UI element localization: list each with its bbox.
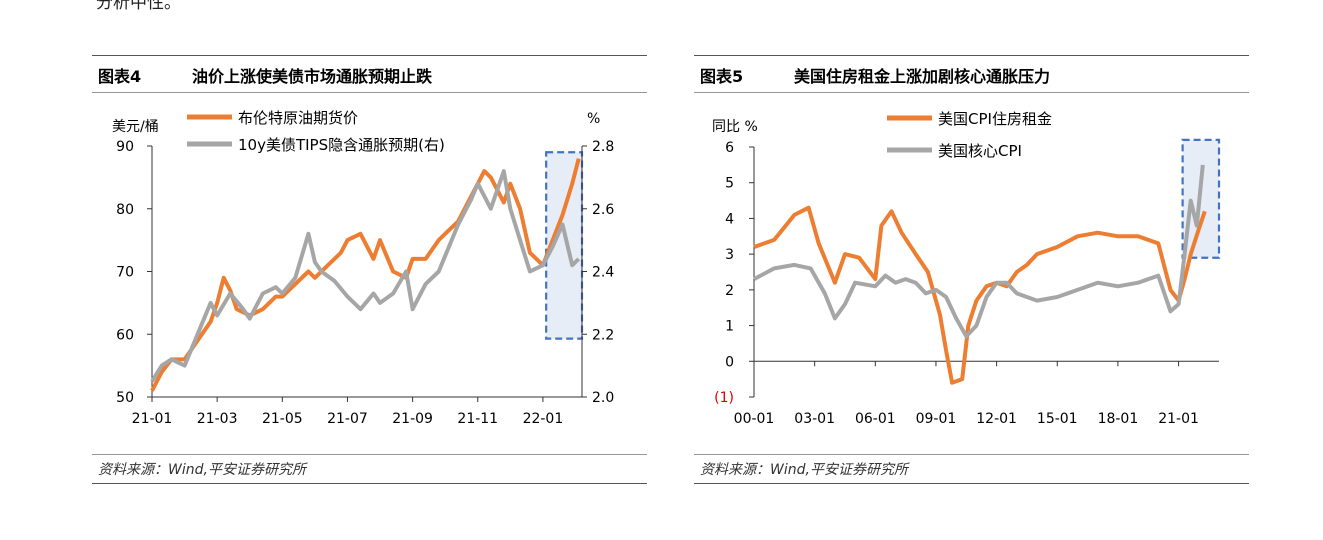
figure-number: 图表5 xyxy=(700,67,744,86)
x-tick-label: 22-01 xyxy=(523,411,564,427)
figure-header: 图表5 美国住房租金上涨加剧核心通胀压力 xyxy=(694,55,1249,93)
x-tick-label: 21-01 xyxy=(132,411,173,427)
figure-title: 美国住房租金上涨加剧核心通胀压力 xyxy=(794,67,1051,86)
y-left-tick-label: 50 xyxy=(116,390,134,406)
series-line-1 xyxy=(753,164,1205,339)
y-tick-label: 2 xyxy=(725,283,734,299)
rent-vs-core-cpi-chart: (1) 0 1 2 3 4 5 6 00-01 03-01 06-01 09-01 12-01 15-01… xyxy=(712,110,1221,427)
x-tick-label: 21-05 xyxy=(262,411,303,427)
y-tick-label: 0 xyxy=(725,354,734,370)
legend-label: 10y美债TIPS隐含通胀预期(右) xyxy=(238,136,445,154)
y-left-tick-label: 70 xyxy=(116,265,134,281)
y-left-tick-label: 80 xyxy=(116,202,134,218)
figure-number: 图表4 xyxy=(98,67,142,86)
figure-header: 图表4 油价上涨使美债市场通胀预期止跌 xyxy=(92,55,647,93)
x-tick-label: 15-01 xyxy=(1037,411,1078,427)
x-tick-label: 03-01 xyxy=(794,411,835,427)
legend-label: 布伦特原油期货价 xyxy=(238,109,358,127)
x-tick-label: 09-01 xyxy=(916,411,957,427)
y-tick-label: (1) xyxy=(714,390,734,406)
y-right-tick-label: 2.6 xyxy=(592,202,614,218)
y-axis-title: 同比 % xyxy=(712,119,758,135)
y-tick-label: 3 xyxy=(725,247,734,263)
y-tick-label: 6 xyxy=(725,140,734,156)
x-tick-label: 00-01 xyxy=(734,411,775,427)
x-tick-label: 12-01 xyxy=(976,411,1017,427)
figure-panel-5: 图表5 美国住房租金上涨加剧核心通胀压力 (1) 0 1 2 3 4 5 6 00-01 03-0… xyxy=(694,55,1249,485)
y-right-tick-label: 2.8 xyxy=(592,139,614,155)
figure-footer: 资料来源：Wind,平安证券研究所 xyxy=(92,454,647,484)
figure-title: 油价上涨使美债市场通胀预期止跌 xyxy=(192,67,433,86)
source-note: 资料来源：Wind,平安证券研究所 xyxy=(98,462,306,478)
x-tick-label: 06-01 xyxy=(855,411,896,427)
x-tick-label: 18-01 xyxy=(1098,411,1139,427)
series-line-0 xyxy=(150,158,581,392)
y-tick-label: 4 xyxy=(725,211,734,227)
figure-footer: 资料来源：Wind,平安证券研究所 xyxy=(694,454,1249,484)
x-tick-label: 21-03 xyxy=(197,411,238,427)
y-left-tick-label: 60 xyxy=(116,327,134,343)
y-tick-label: 5 xyxy=(725,176,734,192)
y-tick-label: 1 xyxy=(725,319,734,335)
x-tick-label: 21-11 xyxy=(457,411,498,427)
source-note: 资料来源：Wind,平安证券研究所 xyxy=(700,462,908,478)
y-right-axis-title: % xyxy=(587,111,600,127)
x-tick-label: 21-01 xyxy=(1158,411,1199,427)
preceding-text-fragment: 分析中性。 xyxy=(96,0,181,13)
legend-label: 美国CPI住房租金 xyxy=(938,110,1052,128)
figure-panel-4: 图表4 油价上涨使美债市场通胀预期止跌 50 60 70 80 90 2.0 2.2 2.4 2… xyxy=(92,55,647,485)
y-right-tick-label: 2.2 xyxy=(592,327,614,343)
x-tick-label: 21-07 xyxy=(327,411,368,427)
series-line-1 xyxy=(150,169,581,383)
y-right-tick-label: 2.0 xyxy=(592,390,614,406)
y-left-axis-title: 美元/桶 xyxy=(112,119,159,135)
oil-vs-inflation-chart: 50 60 70 80 90 2.0 2.2 2.4 2.6 2.8 21-01 21-03 21-05… xyxy=(112,109,614,427)
x-tick-label: 21-09 xyxy=(392,411,433,427)
series-line-0 xyxy=(753,205,1207,385)
y-left-tick-label: 90 xyxy=(116,139,134,155)
legend-label: 美国核心CPI xyxy=(938,142,1022,160)
y-right-tick-label: 2.4 xyxy=(592,265,614,281)
